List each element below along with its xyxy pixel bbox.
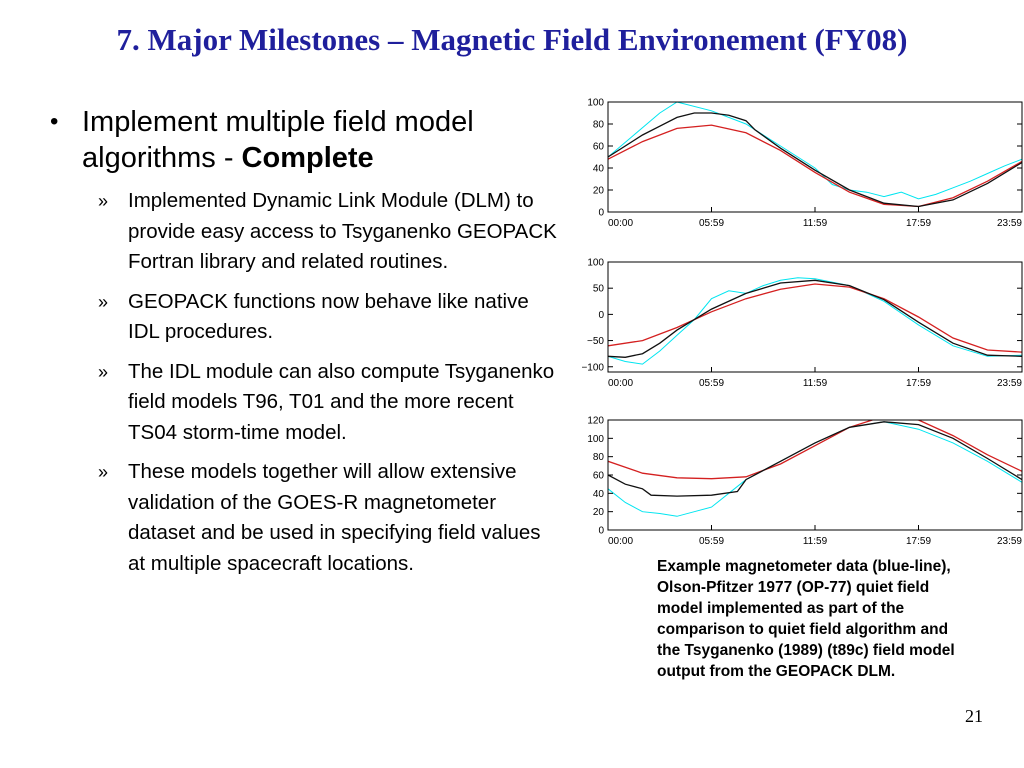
plot-1-svg: 0 20 40 60 80 100 00:00 05:59 11:59 17:59 23:59 (587, 98, 1023, 229)
series-line-data (608, 277, 1022, 365)
x-tick-label: 17:59 (906, 378, 931, 389)
sub-bullet-marker: » (98, 291, 109, 312)
magnetometer-plot-2: −100 −50 0 50 100 00:00 05:59 11:59 17:59 23:59 (560, 256, 1024, 396)
y-tick-label: 80 (593, 452, 605, 463)
main-bullet: • Implement multiple field model algorit… (42, 104, 562, 176)
sub-bullet-marker: » (98, 361, 109, 382)
plot-frame (607, 419, 1023, 531)
sub-bullet-text: Implemented Dynamic Link Module (DLM) to… (128, 189, 557, 273)
series-line-t89 (608, 279, 1022, 358)
sub-bullet: » The IDL module can also compute Tsygane… (42, 357, 562, 449)
series-line-op77 (608, 420, 1022, 480)
series-line-t89 (608, 112, 1022, 208)
series-line-op77 (608, 283, 1022, 353)
plot-2-svg: −100 −50 0 50 100 00:00 05:59 11:59 17:59 23:59 (581, 258, 1023, 389)
sub-bullet: » These models together will allow extens… (42, 457, 562, 579)
series-line-data (608, 102, 1022, 200)
sub-bullet-text: These models together will allow extensi… (128, 460, 541, 575)
y-tick-label: 40 (593, 489, 605, 500)
sub-bullet: » Implemented Dynamic Link Module (DLM) t… (42, 186, 562, 278)
x-tick-label: 05:59 (699, 378, 724, 389)
x-tick-label: 11:59 (803, 218, 828, 229)
slide-body: • Implement multiple field model algorit… (42, 104, 562, 588)
plot-3-svg: 0 20 40 60 80 100 120 00:00 05:59 11:59 17:59 23:59 (587, 416, 1023, 547)
y-tick-label: 20 (593, 507, 605, 518)
main-bullet-text: Implement multiple field model algorithm… (82, 106, 474, 174)
main-bullet-status: Complete (241, 142, 374, 174)
x-tick-label: 05:59 (699, 218, 724, 229)
y-tick-label: 100 (587, 434, 604, 445)
plot-frame (607, 101, 1023, 213)
y-tick-label: 50 (593, 284, 605, 295)
y-tick-label: 0 (598, 526, 604, 537)
x-tick-label: 00:00 (608, 218, 633, 229)
y-tick-label: 60 (593, 142, 605, 153)
y-tick-label: 0 (598, 310, 604, 321)
y-tick-label: −100 (581, 362, 604, 373)
slide-title: 7. Major Milestones – Magnetic Field Env… (116, 22, 908, 57)
y-tick-label: 120 (587, 416, 604, 427)
y-tick-label: 60 (593, 471, 605, 482)
series-line-data (608, 421, 1022, 517)
x-tick-label: 17:59 (906, 218, 931, 229)
series-line-op77 (608, 124, 1022, 208)
plot-lines (608, 102, 1022, 208)
x-tick-label: 05:59 (699, 536, 724, 547)
x-tick-label: 11:59 (803, 378, 828, 389)
magnetometer-plot-3: 0 20 40 60 80 100 120 00:00 05:59 11:59 17:59 23:59 (560, 414, 1024, 554)
x-tick-label: 17:59 (906, 536, 931, 547)
plot-lines (608, 420, 1022, 517)
y-tick-label: 100 (587, 258, 604, 269)
page-number: 21 (965, 706, 983, 726)
figure-caption: Example magnetometer data (blue-line), O… (657, 558, 955, 680)
sub-bullet: » GEOPACK functions now behave like nativ… (42, 287, 562, 348)
y-tick-label: 20 (593, 186, 605, 197)
y-tick-label: 0 (598, 208, 604, 219)
x-tick-label: 00:00 (608, 536, 633, 547)
y-tick-label: 40 (593, 164, 605, 175)
sub-bullet-list: » Implemented Dynamic Link Module (DLM) t… (42, 186, 562, 579)
x-tick-label: 11:59 (803, 536, 828, 547)
y-tick-label: −50 (587, 336, 604, 347)
y-tick-label: 80 (593, 120, 605, 131)
sub-bullet-text: The IDL module can also compute Tsyganen… (128, 359, 555, 444)
bullet-dot: • (50, 108, 59, 135)
magnetometer-plot-1: 0 20 40 60 80 100 00:00 05:59 11:59 17:59 23:59 (560, 96, 1024, 236)
x-tick-label: 00:00 (608, 378, 633, 389)
x-tick-label: 23:59 (997, 378, 1022, 389)
x-tick-label: 23:59 (997, 218, 1022, 229)
sub-bullet-marker: » (98, 462, 109, 482)
series-line-t89 (608, 421, 1022, 497)
y-tick-label: 100 (587, 98, 604, 109)
x-tick-label: 23:59 (997, 536, 1022, 547)
sub-bullet-marker: » (98, 191, 109, 211)
sub-bullet-text: GEOPACK functions now behave like native… (128, 289, 529, 344)
plot-lines (608, 277, 1022, 365)
